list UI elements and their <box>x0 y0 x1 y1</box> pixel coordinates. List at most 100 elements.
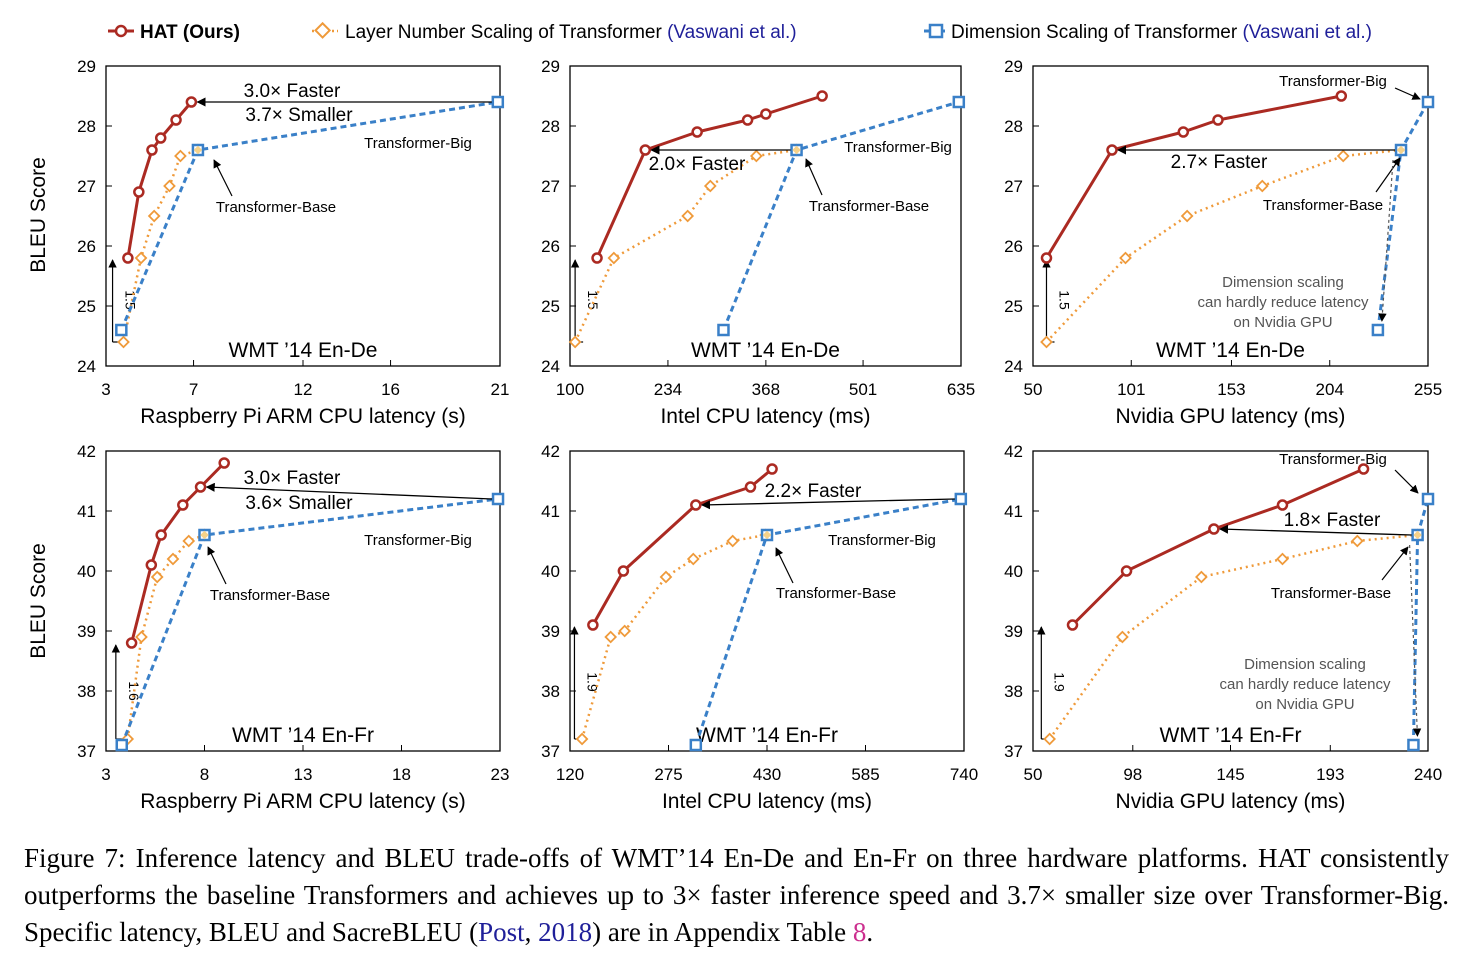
speedup-label: 3.0× Faster <box>244 81 341 102</box>
data-point <box>177 499 189 511</box>
delta-label: 1.5 <box>1056 290 1072 310</box>
data-point <box>604 630 618 644</box>
x-tick-label: 50 <box>1024 380 1043 399</box>
x-axis-title: Intel CPU latency (ms) <box>660 405 870 428</box>
gpu-note-line: Dimension scaling <box>1222 274 1344 291</box>
y-axis-title-top: BLEU Score <box>27 157 50 273</box>
transformer-base-label: Transformer-Base <box>210 587 330 604</box>
data-point <box>607 251 621 265</box>
y-tick-label: 24 <box>77 357 96 376</box>
speedup-label: 2.2× Faster <box>765 481 862 502</box>
x-tick-label: 7 <box>189 380 198 399</box>
caption-table-link[interactable]: 8 <box>852 917 867 947</box>
y-axis-title-bottom: BLEU Score <box>27 543 50 659</box>
base-overlap-marker <box>762 530 772 540</box>
data-point <box>155 529 167 541</box>
series-layer-scaling <box>117 143 205 349</box>
size-reduction-label: 3.7× Smaller <box>245 105 353 126</box>
series-layer-scaling <box>575 528 773 746</box>
data-point <box>1421 95 1435 109</box>
y-tick-label: 27 <box>541 177 560 196</box>
x-tick-label: 145 <box>1216 765 1244 784</box>
data-point <box>122 252 134 264</box>
legend-dim-label: Dimension Scaling of Transformer (Vaswan… <box>951 22 1372 43</box>
series-line <box>595 94 823 259</box>
y-tick-label: 41 <box>1004 502 1023 521</box>
data-point <box>146 144 158 156</box>
y-tick-label: 37 <box>77 742 96 761</box>
data-point <box>1357 463 1370 475</box>
x-tick-label: 120 <box>556 765 584 784</box>
data-point <box>717 323 730 337</box>
transformer-base-label: Transformer-Base <box>809 198 929 215</box>
caption-citation-author[interactable]: Post <box>478 917 525 947</box>
data-point <box>703 179 717 193</box>
data-point <box>491 95 505 109</box>
caption-text-2: ) are in Appendix Table <box>592 917 853 947</box>
data-point <box>690 499 702 511</box>
chart-panel-6: 37 38 39 40 41 42 50 98 145 193 240 Nvidia GPU late… <box>1004 442 1442 813</box>
data-point <box>1066 619 1079 631</box>
data-point <box>134 251 148 265</box>
series-hat <box>1040 90 1348 264</box>
data-point <box>166 552 180 566</box>
series-hat <box>1066 463 1370 631</box>
gpu-note-arrow <box>1409 544 1422 737</box>
legend-layer: Layer Number Scaling of Transformer (Vas… <box>312 21 797 43</box>
data-point <box>1208 523 1220 535</box>
x-tick-label: 23 <box>491 765 510 784</box>
data-point <box>163 179 176 193</box>
data-point <box>182 534 196 548</box>
y-tick-label: 40 <box>77 562 96 581</box>
data-point <box>816 90 828 102</box>
data-point <box>145 559 158 571</box>
data-point <box>952 95 966 109</box>
chart-panel-2: 24 25 26 27 28 29 100 234 368 501 635 Intel CPU lat… <box>541 57 975 428</box>
gpu-note-line: can hardly reduce latency <box>1220 676 1391 693</box>
data-point <box>686 552 700 566</box>
series-hat <box>125 457 230 649</box>
x-tick-label: 193 <box>1316 765 1344 784</box>
data-point <box>491 492 505 506</box>
series-dimension-scaling <box>115 95 505 337</box>
data-point <box>691 126 703 138</box>
y-tick-label: 37 <box>541 742 560 761</box>
transformer-big-arrow <box>1394 87 1421 100</box>
y-tick-label: 42 <box>541 442 560 461</box>
legend-dim: Dimension Scaling of Transformer (Vaswan… <box>924 22 1372 43</box>
data-point <box>689 738 703 752</box>
x-tick-label: 50 <box>1024 765 1043 784</box>
delta-label: 1.5 <box>585 290 601 310</box>
series-hat <box>122 96 198 264</box>
dataset-label: WMT ’14 En-De <box>691 339 840 362</box>
data-point <box>575 732 589 746</box>
x-tick-label: 3 <box>101 765 110 784</box>
x-tick-label: 153 <box>1217 380 1245 399</box>
data-point <box>125 637 138 649</box>
data-point <box>1180 209 1194 223</box>
data-point <box>618 624 632 638</box>
x-tick-label: 740 <box>950 765 978 784</box>
y-tick-label: 37 <box>1004 742 1023 761</box>
data-point <box>154 132 167 144</box>
transformer-base-arrow <box>1375 157 1401 193</box>
y-tick-label: 39 <box>1004 622 1023 641</box>
caption-text-3: . <box>866 917 874 947</box>
legend-layer-label: Layer Number Scaling of Transformer (Vas… <box>345 22 797 43</box>
delta-label: 1.9 <box>584 672 600 692</box>
x-axis-title: Nvidia GPU latency (ms) <box>1116 790 1346 813</box>
transformer-base-arrow <box>1381 546 1409 581</box>
data-point <box>681 209 695 223</box>
x-tick-label: 234 <box>654 380 682 399</box>
series-line <box>722 100 960 331</box>
caption-citation-year[interactable]: 2018 <box>538 917 593 947</box>
y-tick-label: 42 <box>77 442 96 461</box>
data-point <box>1177 126 1190 138</box>
data-point <box>1106 144 1118 156</box>
speedup-label: 2.7× Faster <box>1171 152 1268 173</box>
x-axis-title: Nvidia GPU latency (ms) <box>1116 405 1346 428</box>
data-point <box>568 335 582 349</box>
transformer-base-label: Transformer-Base <box>1271 585 1391 602</box>
